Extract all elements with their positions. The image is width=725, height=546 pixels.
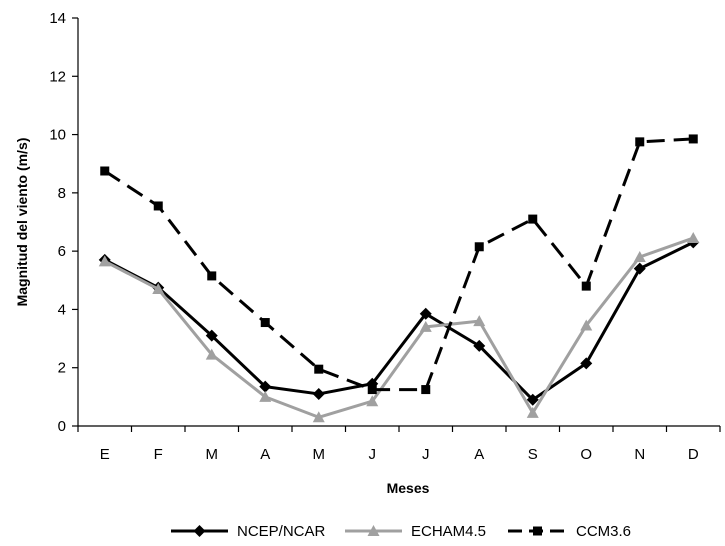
legend: NCEP/NCAR ECHAM4.5 CCM3.6 (171, 523, 631, 540)
data-point (98, 255, 111, 267)
y-tick-label: 10 (49, 127, 66, 144)
data-point (528, 214, 538, 224)
series-ncep-ncar (98, 236, 700, 406)
x-axis-title: Meses (387, 480, 430, 496)
data-point (419, 320, 432, 332)
x-tick-label: F (154, 446, 163, 463)
legend-label: NCEP/NCAR (237, 523, 326, 540)
data-point (581, 281, 591, 291)
data-point (526, 393, 539, 406)
series-line (104, 236, 694, 419)
legend-label: ECHAM4.5 (411, 523, 486, 540)
y-axis-title: Magnitud del viento (m/s) (14, 138, 30, 307)
data-point (473, 339, 486, 352)
data-point (259, 390, 272, 402)
data-point (580, 319, 593, 331)
data-point (100, 166, 110, 176)
data-point (687, 232, 700, 244)
y-axis-ticks: 0 2 4 6 8 10 12 14 (49, 10, 78, 435)
x-tick-label: N (634, 446, 645, 463)
x-tick-label: A (260, 446, 270, 463)
x-tick-label: J (369, 446, 377, 463)
data-point (314, 364, 324, 374)
legend-item: CCM3.6 (508, 523, 631, 540)
y-tick-label: 8 (58, 185, 66, 202)
data-point (366, 395, 379, 407)
x-tick-label: J (422, 446, 430, 463)
data-point (367, 385, 377, 395)
y-tick-label: 0 (58, 418, 66, 435)
legend-swatch-marker (193, 525, 206, 537)
data-point (633, 262, 646, 275)
x-tick-label: M (206, 446, 219, 463)
data-point (526, 406, 539, 418)
series-echam4-5 (98, 232, 700, 423)
x-tick-label: S (528, 446, 538, 463)
y-tick-label: 4 (58, 301, 66, 318)
data-point (207, 271, 217, 281)
data-point (580, 357, 593, 370)
legend-item: NCEP/NCAR (171, 523, 326, 540)
data-point (152, 283, 165, 295)
legend-swatch-marker (533, 526, 542, 536)
y-tick-label: 12 (49, 68, 66, 85)
x-tick-label: D (688, 446, 699, 463)
y-tick-label: 2 (58, 360, 66, 377)
series-line (103, 137, 694, 392)
data-point (259, 380, 272, 393)
data-point (312, 387, 325, 400)
data-point (419, 307, 432, 320)
data-point (635, 137, 645, 147)
data-point (205, 329, 218, 342)
data-point (688, 134, 698, 144)
series-ccm3-6 (100, 134, 698, 395)
y-tick-label: 14 (49, 10, 66, 27)
data-point (205, 348, 218, 360)
data-point (260, 318, 270, 328)
y-tick-label: 6 (58, 243, 66, 260)
x-tick-label: M (313, 446, 326, 463)
series-line (104, 241, 694, 402)
data-point (633, 250, 646, 262)
data-point (421, 385, 431, 395)
data-point (312, 411, 325, 423)
data-point (474, 242, 484, 252)
data-point (153, 201, 163, 211)
legend-item: ECHAM4.5 (345, 523, 486, 540)
legend-label: CCM3.6 (576, 523, 631, 540)
data-point (473, 315, 486, 327)
x-tick-label: E (100, 446, 110, 463)
series-layer (98, 134, 700, 423)
x-tick-label: O (580, 446, 592, 463)
legend-swatch-marker (367, 525, 380, 536)
x-tick-label: A (474, 446, 484, 463)
